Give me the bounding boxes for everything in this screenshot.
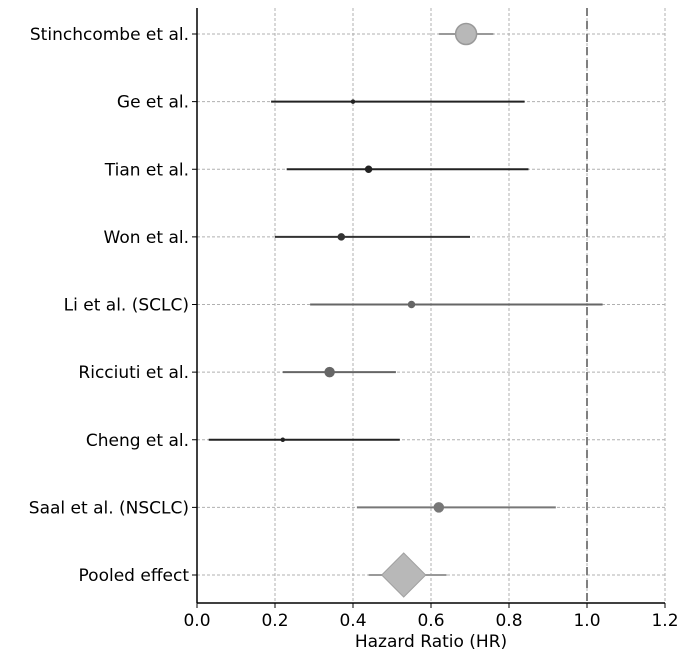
study-point-estimate <box>337 233 346 241</box>
confidence-interval-layer <box>208 33 603 576</box>
y-tick-label: Saal et al. (NSCLC) <box>29 498 189 518</box>
study-point-estimate <box>324 366 335 378</box>
y-tick-label: Won et al. <box>104 228 189 248</box>
y-tick-label: Pooled effect <box>79 566 190 586</box>
x-tick-label: 1.2 <box>651 611 678 631</box>
x-tick-label: 0.2 <box>261 611 288 631</box>
pooled-effect-diamond <box>380 552 427 598</box>
study-point-estimate <box>280 437 286 442</box>
y-tick-label: Li et al. (SCLC) <box>64 296 189 316</box>
y-tick-label: Ricciuti et al. <box>78 363 189 383</box>
x-tick-label: 1.0 <box>573 611 600 631</box>
y-tick-label: Stinchcombe et al. <box>30 25 189 45</box>
study-point-estimate <box>350 99 356 104</box>
x-tick-label: 0.4 <box>339 611 366 631</box>
study-point-estimate <box>364 165 373 173</box>
x-tick-label: 0.6 <box>417 611 444 631</box>
axes-layer <box>192 8 666 608</box>
study-point-estimate <box>407 300 416 309</box>
marker-layer <box>280 22 478 598</box>
study-point-estimate <box>454 22 478 46</box>
study-point-estimate <box>433 502 445 513</box>
y-tick-label: Ge et al. <box>117 93 189 113</box>
label-layer: 0.0 0.2 0.4 0.6 0.8 1.0 1.2 Stinchcombe et al. G… <box>29 25 679 652</box>
y-tick-label: Tian et al. <box>104 160 189 180</box>
x-tick-label: 0.8 <box>495 611 522 631</box>
y-tick-label: Cheng et al. <box>86 431 189 451</box>
x-axis-title: Hazard Ratio (HR) <box>355 632 507 652</box>
x-tick-label: 0.0 <box>183 611 210 631</box>
